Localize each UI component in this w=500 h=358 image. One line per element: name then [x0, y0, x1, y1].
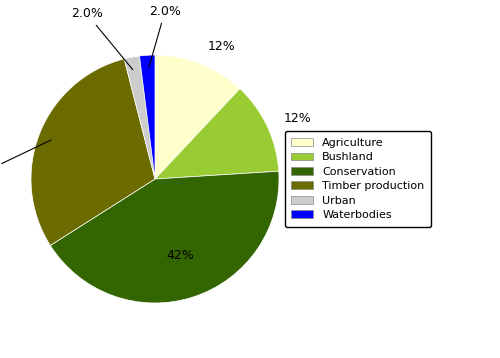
Wedge shape: [155, 89, 279, 179]
Text: 12%: 12%: [208, 40, 235, 53]
Legend: Agriculture, Bushland, Conservation, Timber production, Urban, Waterbodies: Agriculture, Bushland, Conservation, Tim…: [284, 131, 431, 227]
Text: 2.0%: 2.0%: [149, 5, 181, 67]
Wedge shape: [124, 56, 155, 179]
Wedge shape: [140, 55, 155, 179]
Text: 2.0%: 2.0%: [71, 7, 133, 70]
Wedge shape: [31, 59, 155, 246]
Text: 30%: 30%: [0, 140, 51, 179]
Text: 42%: 42%: [166, 249, 194, 262]
Wedge shape: [50, 171, 279, 303]
Text: 12%: 12%: [284, 112, 312, 125]
Wedge shape: [155, 55, 240, 179]
